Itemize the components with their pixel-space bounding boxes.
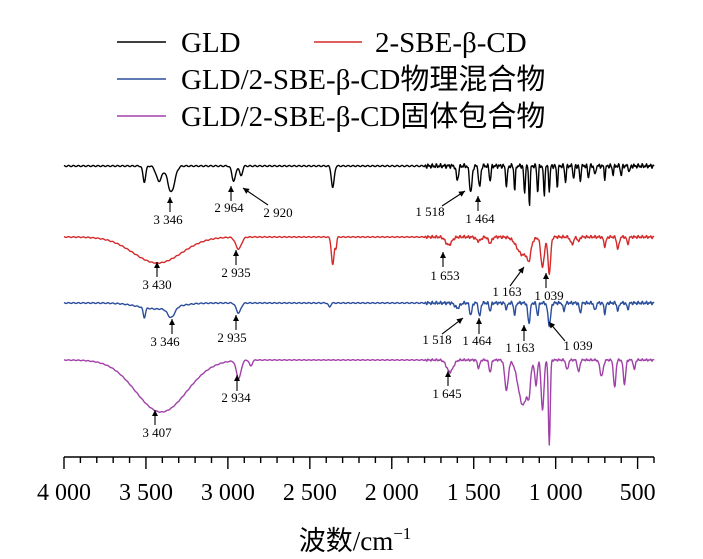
annotation-arrow-head — [233, 250, 239, 256]
x-tick-label: 500 — [620, 480, 656, 506]
peak-label: 2 934 — [221, 390, 251, 405]
peak-label: 1 163 — [505, 340, 534, 355]
peak-label: 1 653 — [430, 268, 459, 283]
peak-label: 1 464 — [462, 333, 492, 348]
x-tick-label: 2 500 — [283, 480, 337, 506]
peak-label: 3 346 — [150, 334, 180, 349]
peak-label: 1 518 — [415, 204, 444, 219]
spectrum-line — [63, 234, 655, 276]
annotation-arrow-head — [521, 325, 527, 331]
annotation-arrow-head — [228, 186, 234, 192]
x-axis: 4 000 3 500 3 000 2 500 2 000 1 500 1 000 500 — [37, 456, 656, 506]
annotation-arrow-head — [549, 322, 556, 329]
spectra-plot — [63, 162, 655, 446]
legend-label: GLD/2-SBE-β-CD固体包合物 — [181, 100, 545, 133]
peak-label: 1 039 — [534, 288, 563, 303]
peak-annotations: 3 346 2 964 2 920 1 518 1 464 3 430 2 935 1 653… — [142, 186, 593, 440]
x-tick-label: 3 000 — [201, 480, 255, 506]
x-tick-label: 2 000 — [365, 480, 419, 506]
spectrum-line — [63, 358, 655, 446]
legend: GLD 2-SBE-β-CD GLD/2-SBE-β-CD物理混合物 GLD/2-SB… — [117, 27, 545, 133]
annotation-arrow-head — [169, 319, 175, 325]
x-tick-label: 1 000 — [529, 480, 583, 506]
legend-label: GLD/2-SBE-β-CD物理混合物 — [181, 63, 545, 96]
legend-label: GLD — [181, 27, 241, 59]
annotation-arrow-head — [518, 267, 524, 274]
peak-label: 1 518 — [422, 332, 451, 347]
annotation-arrow-head — [445, 371, 451, 377]
peak-label: 2 935 — [217, 330, 246, 345]
x-tick-label: 3 500 — [119, 480, 173, 506]
peak-label: 1 039 — [563, 338, 592, 353]
peak-label: 3 430 — [142, 277, 171, 292]
annotation-arrow-head — [458, 191, 465, 197]
spectrum-line — [63, 300, 655, 328]
x-axis-title: 波数/cm−1 — [299, 524, 412, 556]
annotation-arrow-head — [475, 196, 481, 202]
annotation-arrow-head — [233, 315, 239, 321]
peak-label: 1 464 — [465, 211, 495, 226]
peak-label: 2 920 — [263, 205, 292, 220]
annotation-arrow-head — [243, 188, 250, 194]
annotation-arrow-head — [154, 262, 160, 268]
peak-label: 3 407 — [142, 425, 172, 440]
x-tick-label: 1 500 — [447, 480, 501, 506]
annotation-arrow-head — [476, 318, 482, 324]
annotation-arrow-head — [152, 410, 158, 416]
annotation-arrow-head — [167, 197, 173, 203]
annotation-arrow-head — [543, 273, 549, 279]
peak-label: 1 645 — [432, 386, 461, 401]
spectrum-line — [63, 162, 655, 207]
annotation-arrow-head — [456, 318, 463, 325]
x-tick-label: 4 000 — [37, 480, 91, 506]
annotation-arrow-head — [234, 375, 240, 381]
legend-label: 2-SBE-β-CD — [375, 27, 527, 59]
peak-label: 2 935 — [221, 265, 250, 280]
peak-label: 3 346 — [153, 212, 183, 227]
peak-label: 1 163 — [492, 284, 521, 299]
annotation-arrow-head — [440, 252, 446, 258]
peak-label: 2 964 — [214, 200, 244, 215]
